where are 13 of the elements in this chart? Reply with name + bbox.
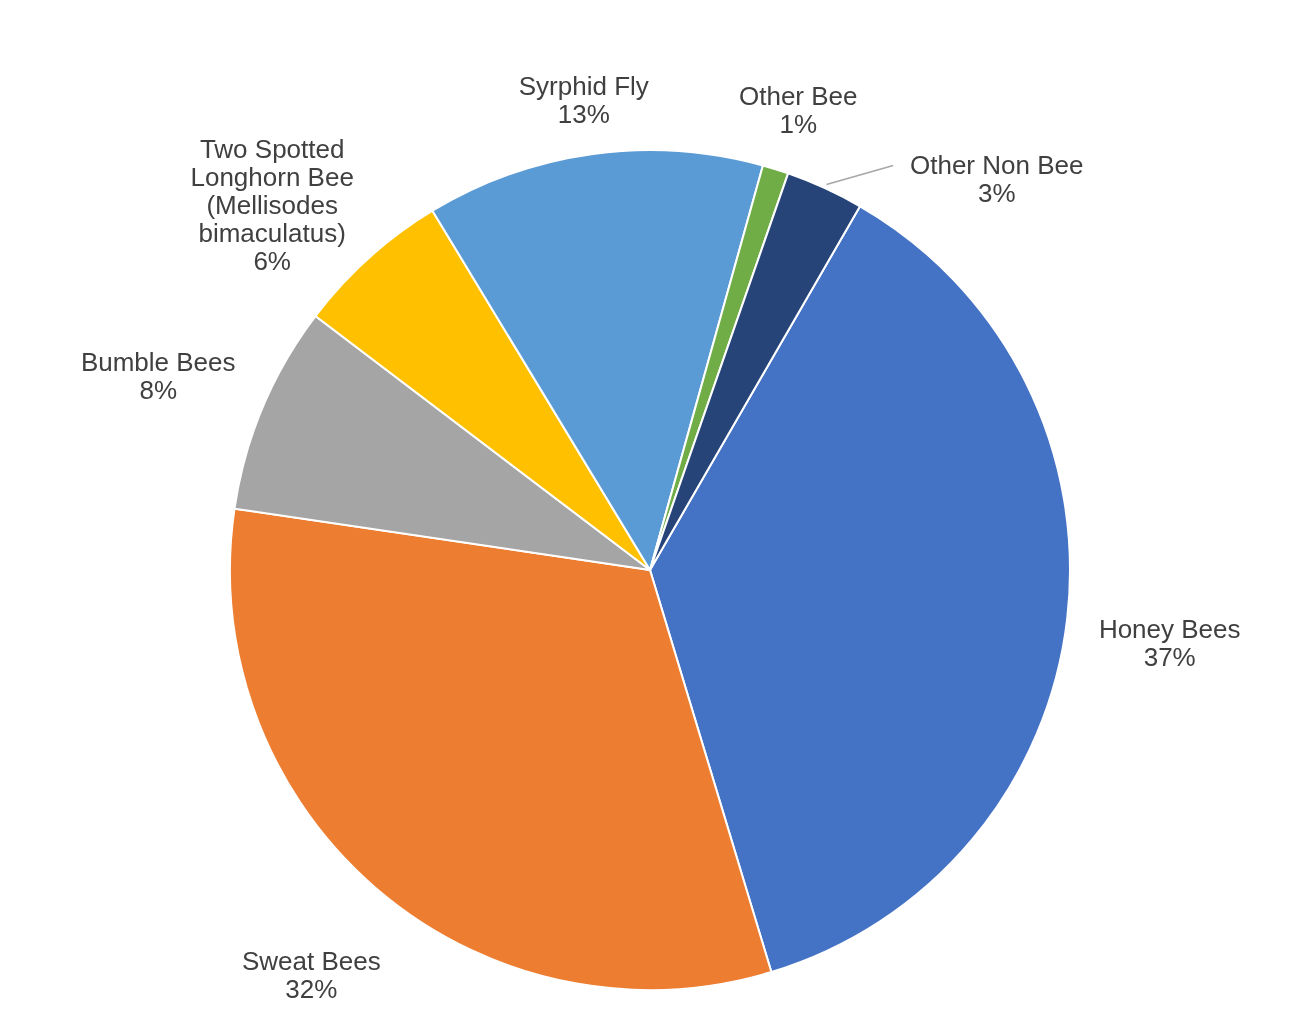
slice-label: Syrphid Fly: [518, 70, 649, 101]
slice-label: Two Spotted Longhorn Bee (Mellisodes bimaculatus): [190, 134, 354, 249]
slice-label: Sweat Bees: [242, 946, 381, 977]
slice-label: Bumble Bees: [80, 347, 236, 378]
slice-label: Other Non Bee: [909, 149, 1084, 180]
slice-label: Other Bee: [738, 80, 858, 111]
data-label: 8%: [139, 375, 178, 406]
data-label: 1%: [779, 108, 818, 139]
slice-label: Honey Bees: [1098, 614, 1241, 645]
data-label: 32%: [285, 974, 338, 1005]
data-label: 6%: [253, 246, 291, 277]
data-label: 3%: [977, 177, 1016, 208]
data-label: 37%: [1143, 642, 1196, 673]
